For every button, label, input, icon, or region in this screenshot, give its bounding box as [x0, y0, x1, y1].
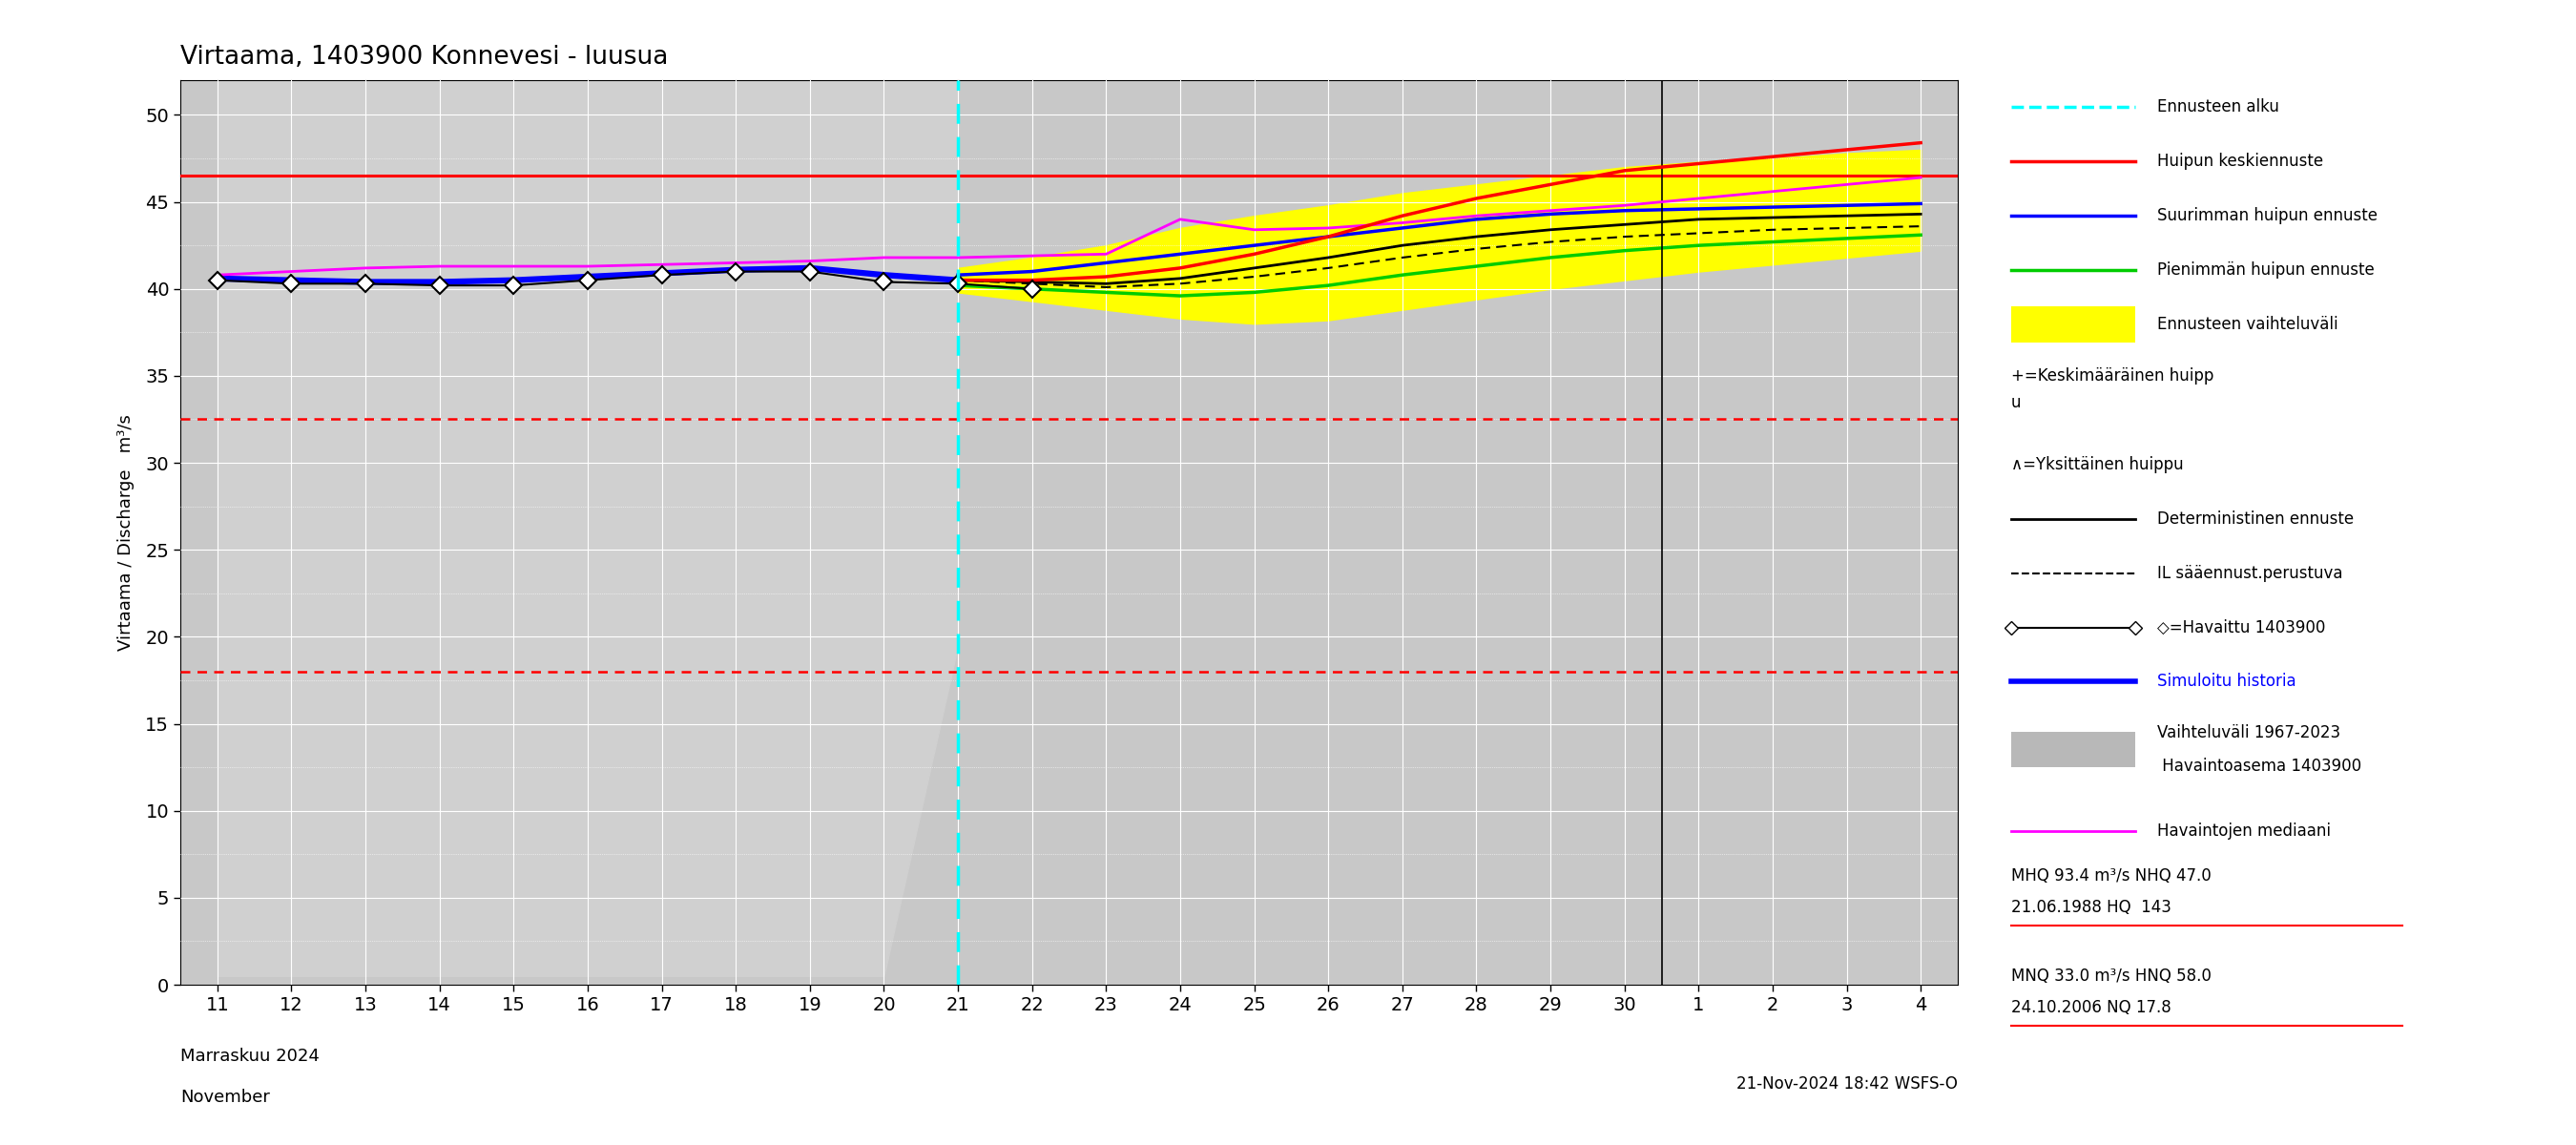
Text: Suurimman huipun ennuste: Suurimman huipun ennuste — [2156, 207, 2378, 224]
Text: Vaihteluväli 1967-2023: Vaihteluväli 1967-2023 — [2156, 725, 2339, 742]
Text: u: u — [2012, 395, 2022, 412]
Text: Havaintojen mediaani: Havaintojen mediaani — [2156, 822, 2331, 839]
Text: Ennusteen alku: Ennusteen alku — [2156, 98, 2280, 116]
Text: Havaintoasema 1403900: Havaintoasema 1403900 — [2156, 757, 2362, 774]
Text: IL sääennust.perustuva: IL sääennust.perustuva — [2156, 564, 2342, 582]
Text: 21-Nov-2024 18:42 WSFS-O: 21-Nov-2024 18:42 WSFS-O — [1736, 1075, 1958, 1092]
Text: MNQ 33.0 m³/s HNQ 58.0: MNQ 33.0 m³/s HNQ 58.0 — [2012, 968, 2210, 985]
Text: Huipun keskiennuste: Huipun keskiennuste — [2156, 153, 2324, 171]
Text: ∧=Yksittäinen huippu: ∧=Yksittäinen huippu — [2012, 456, 2184, 473]
Text: Virtaama, 1403900 Konnevesi - luusua: Virtaama, 1403900 Konnevesi - luusua — [180, 45, 667, 70]
Text: Marraskuu 2024: Marraskuu 2024 — [180, 1048, 319, 1065]
Text: Pienimmän huipun ennuste: Pienimmän huipun ennuste — [2156, 261, 2375, 278]
Text: 24.10.2006 NQ 17.8: 24.10.2006 NQ 17.8 — [2012, 998, 2172, 1016]
Text: November: November — [180, 1089, 270, 1106]
Bar — [2012, 732, 2136, 767]
Text: Deterministinen ennuste: Deterministinen ennuste — [2156, 511, 2354, 528]
Text: ◇=Havaittu 1403900: ◇=Havaittu 1403900 — [2156, 618, 2326, 635]
Text: MHQ 93.4 m³/s NHQ 47.0: MHQ 93.4 m³/s NHQ 47.0 — [2012, 868, 2210, 885]
Bar — [2012, 306, 2136, 342]
Y-axis label: Virtaama / Discharge   m³/s: Virtaama / Discharge m³/s — [118, 414, 134, 650]
Text: Simuloitu historia: Simuloitu historia — [2156, 673, 2295, 690]
Text: +=Keskimääräinen huipp: +=Keskimääräinen huipp — [2012, 368, 2213, 385]
Text: 21.06.1988 HQ  143: 21.06.1988 HQ 143 — [2012, 899, 2172, 916]
Text: Ennusteen vaihteluväli: Ennusteen vaihteluväli — [2156, 316, 2339, 333]
